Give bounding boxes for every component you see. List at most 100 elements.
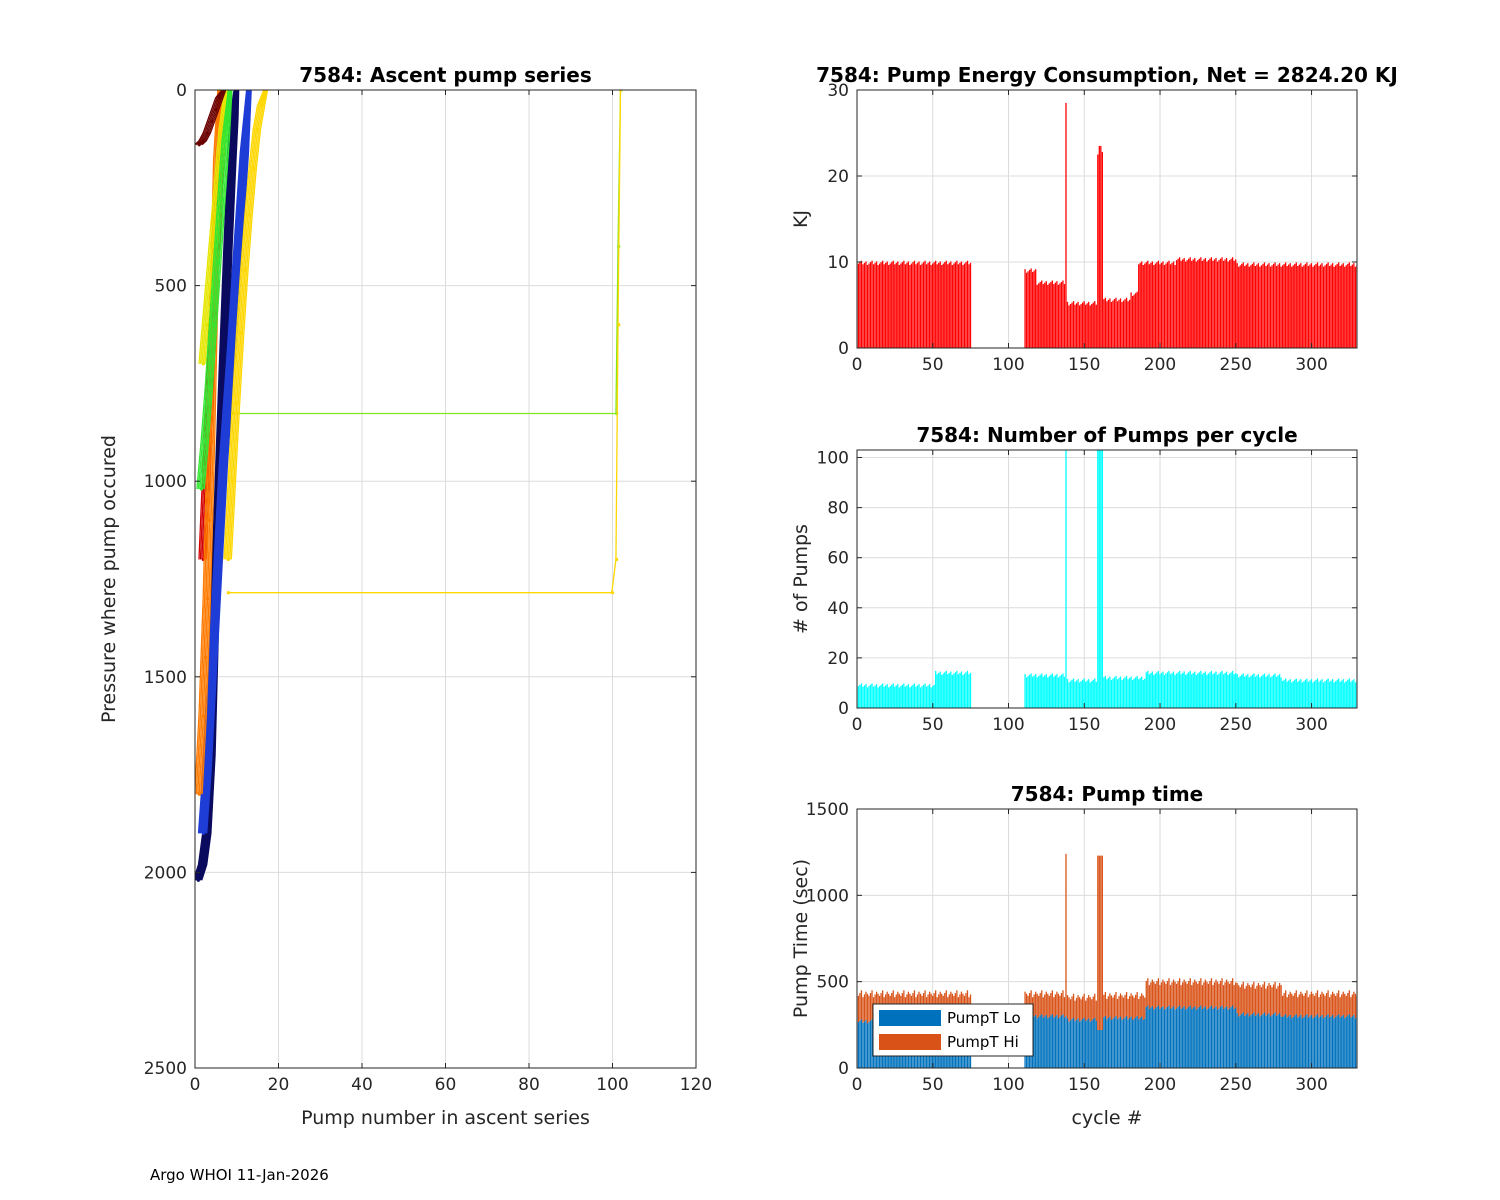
energy-bar <box>1280 266 1282 348</box>
pumps-bar <box>1206 674 1208 708</box>
energy-bar <box>1182 259 1184 348</box>
energy-bar <box>1030 268 1032 348</box>
pumps-bar <box>1044 675 1046 708</box>
series-point-deep-profiles-2 <box>205 773 210 777</box>
pumptime-bar-lo <box>1150 1007 1152 1068</box>
pumptime-bar-lo <box>1039 1015 1041 1068</box>
pumptime-bar-lo <box>1285 1014 1287 1068</box>
energy-bar <box>921 263 923 348</box>
energy-bar <box>1147 260 1149 348</box>
pumptime-bar-lo <box>1116 1019 1119 1068</box>
energy-bar <box>1266 264 1269 348</box>
pumptime-bar-hi <box>1130 993 1132 1017</box>
pumptime-bar-lo <box>1206 1009 1208 1068</box>
energy-bar <box>1310 263 1313 348</box>
pumptime-bar-hi <box>1271 987 1273 1016</box>
pumps-bar <box>1315 679 1317 708</box>
pumps-bar <box>877 687 879 708</box>
pumptime-bar-lo <box>1225 1006 1228 1068</box>
energy-bar <box>1153 265 1155 348</box>
pumps-bar <box>1166 672 1169 708</box>
pumptime-bar-hi <box>1113 994 1116 1018</box>
pumps-bar <box>1210 670 1213 708</box>
pumptime-bar-lo <box>1109 1016 1111 1068</box>
pumps-bar <box>1321 679 1323 708</box>
pumptime-bar-lo <box>1342 1014 1344 1068</box>
pumptime-bar-hi <box>1177 980 1179 1007</box>
pumptime-bar-lo <box>1232 1005 1234 1068</box>
energy-bars <box>857 102 1357 348</box>
energy-xtick-label: 100 <box>992 355 1024 375</box>
energy-bar <box>1312 266 1314 348</box>
pumptime-bar-lo <box>1307 1017 1310 1068</box>
pumps-bar <box>1295 678 1297 708</box>
energy-bar <box>878 263 881 348</box>
pumps-bar <box>904 686 907 708</box>
pumptime-bar-hi <box>1233 985 1235 1009</box>
pumps-ytick-label: 40 <box>827 599 849 619</box>
pumptime-bar-hi <box>1109 993 1111 1017</box>
pumps-bar <box>1322 682 1325 708</box>
energy-bar <box>1210 257 1213 348</box>
pumptime-bar-hi <box>1313 995 1316 1017</box>
energy-bar <box>1118 299 1120 348</box>
pumptime-bar-hi <box>1115 992 1117 1016</box>
pumps-bar <box>1201 674 1203 708</box>
pumptime-bar-hi <box>1348 990 1350 1015</box>
pumps-bar <box>1192 672 1194 708</box>
pumptime-bar-hi <box>1057 993 1060 1019</box>
pumptime-bar-hi <box>1106 998 1108 1020</box>
pumptime-bar-lo <box>1151 1006 1153 1068</box>
pumptime-bar-hi <box>1315 993 1317 1016</box>
energy-bar <box>1262 263 1264 348</box>
pumps-bar <box>1248 677 1250 708</box>
pumptime-bar-hi <box>1327 990 1329 1015</box>
energy-bar <box>916 262 919 348</box>
energy-bar <box>1088 301 1090 348</box>
pumps-bar <box>960 671 963 708</box>
pumptime-bar-hi <box>1128 996 1131 1018</box>
pumptime-bar-lo <box>1354 1018 1357 1068</box>
pumptime-bar-lo <box>1350 1017 1352 1068</box>
energy-bar <box>1069 303 1072 348</box>
energy-bar <box>875 261 878 348</box>
pumptime-bar-lo <box>1250 1015 1252 1068</box>
series-point-green-profiles <box>212 323 216 327</box>
energy-bar <box>1354 266 1357 348</box>
pumptime-bar-hi <box>1294 993 1296 1016</box>
series-point-deep-profiles-2 <box>210 694 214 698</box>
legend-swatch-0 <box>879 1010 941 1026</box>
pumptime-bar-hi <box>1309 994 1311 1017</box>
pumps-bar <box>1354 682 1357 708</box>
pumptime-bar-lo <box>1088 1018 1090 1068</box>
pumptime-bar-hi <box>1103 994 1105 1018</box>
pumptime-bar-lo <box>1135 1017 1137 1068</box>
pumps-bar <box>1142 679 1144 708</box>
pumptime-bar-hi <box>1253 981 1255 1013</box>
pumps-bar <box>1345 681 1347 708</box>
pumptime-bar-hi <box>1219 980 1222 1007</box>
series-point-shallow <box>214 107 218 112</box>
energy-bar <box>1094 301 1096 348</box>
pumptime-bar-lo <box>1171 1007 1173 1068</box>
series-point-shallow <box>218 96 222 100</box>
pumps-bar <box>1162 671 1164 708</box>
pumps-spike-bar <box>1065 450 1067 708</box>
pumps-bar <box>1212 674 1214 708</box>
pumps-bar <box>1230 672 1232 708</box>
energy-bar <box>1086 303 1088 348</box>
pumps-bar <box>1280 677 1282 708</box>
pumptime-bar-hi <box>1024 991 1026 1015</box>
pumps-bar <box>935 670 937 708</box>
pumptime-bar-hi <box>1116 998 1119 1020</box>
pumptime-bar-lo <box>1178 1005 1181 1068</box>
pumps-bar <box>1277 675 1279 708</box>
pumptime-bar-hi <box>1069 999 1072 1021</box>
pumptime-bar-hi <box>1236 983 1238 1014</box>
pumptime-bar-hi <box>1310 991 1313 1015</box>
energy-bar <box>1157 260 1160 348</box>
pumptime-bar-lo <box>1298 1016 1300 1068</box>
pumptime-bar-hi <box>1033 994 1035 1017</box>
energy-bar <box>1275 266 1278 348</box>
